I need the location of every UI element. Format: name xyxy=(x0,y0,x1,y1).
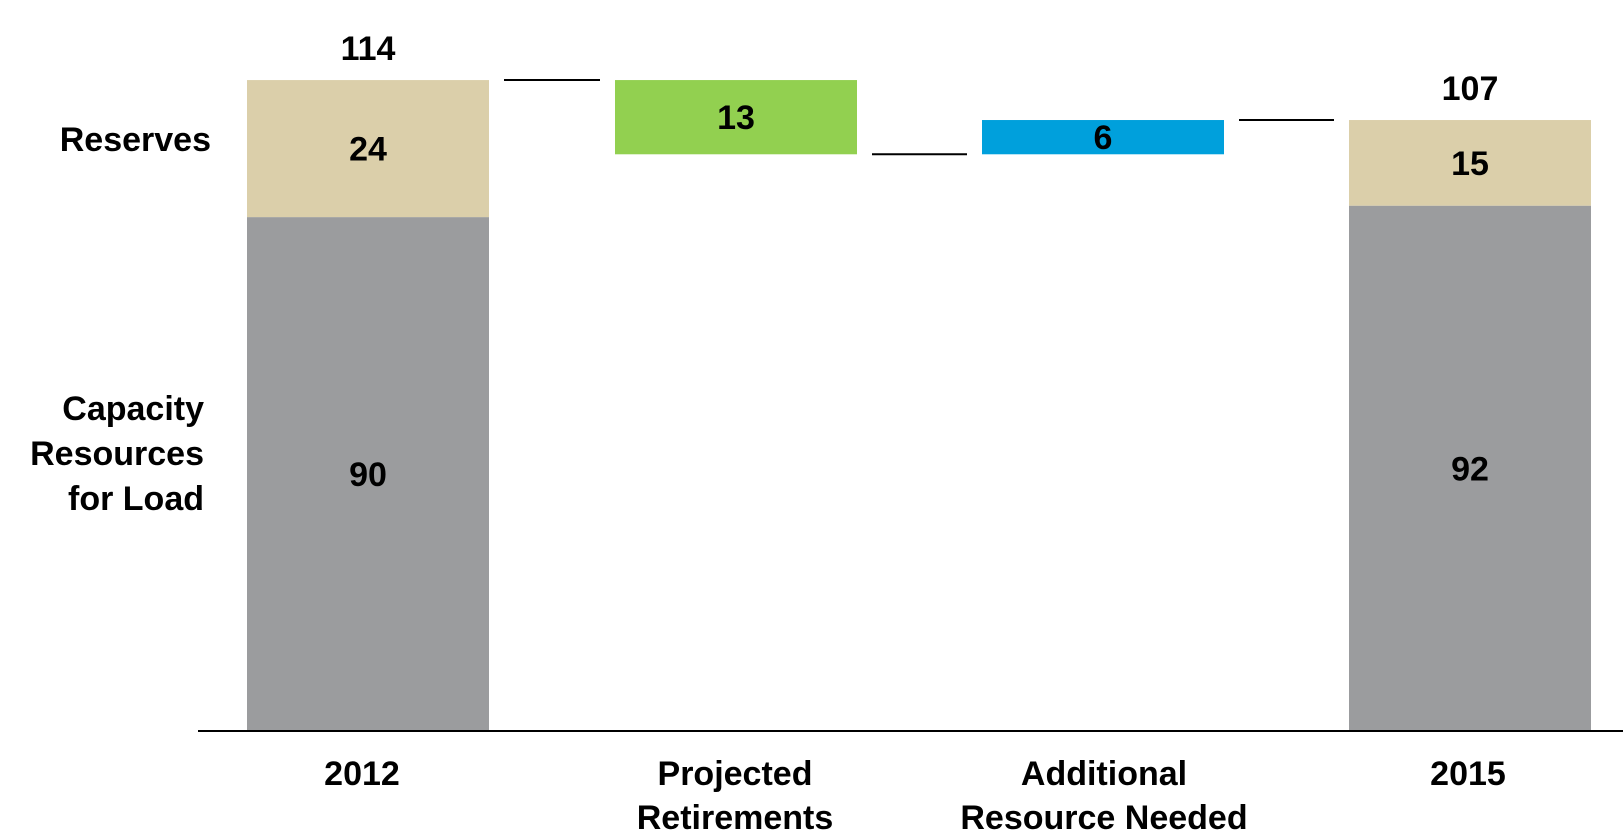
data-label-projected-retirements: 13 xyxy=(717,99,755,137)
row-label-capacity-line-2: Resources xyxy=(30,435,204,473)
total-label-2015: 107 xyxy=(1442,70,1499,108)
bar-2015-reserves xyxy=(1349,120,1591,206)
category-label-2015: 2015 xyxy=(1430,755,1506,793)
labels-layer: 90 24 114 13 6 92 15 107 xyxy=(341,30,1499,494)
bar-2012-capacity-resources-for-load xyxy=(247,217,489,732)
data-label-2012-capacity-resources-for-load: 90 xyxy=(349,456,387,494)
category-label-additional-resource-needed: Additional Resource Needed xyxy=(960,755,1247,836)
category-label-2012: 2012 xyxy=(324,755,400,793)
bar-2015-capacity-resources-for-load xyxy=(1349,205,1591,731)
row-label-reserves: Reserves xyxy=(60,121,211,159)
category-label-projected-retirements: Projected Retirements xyxy=(637,755,834,836)
bar-additional-resource-needed xyxy=(982,120,1224,155)
bar-projected-retirements xyxy=(615,80,857,155)
category-labels: 2012 Projected Retirements Additional Resour… xyxy=(324,755,1506,836)
data-label-2015-capacity-resources-for-load: 92 xyxy=(1451,450,1489,488)
row-label-capacity-line-3: for Load xyxy=(68,480,204,518)
data-label-additional-resource-needed: 6 xyxy=(1094,119,1113,157)
bar-2012-reserves xyxy=(247,80,489,218)
bars-layer xyxy=(247,80,1591,732)
total-label-2012: 114 xyxy=(341,30,396,68)
row-labels: Reserves Capacity Resources for Load xyxy=(30,121,211,518)
data-label-2012-reserves: 24 xyxy=(349,131,387,169)
connectors-layer xyxy=(504,79,1334,156)
data-label-2015-reserves: 15 xyxy=(1451,145,1489,183)
row-label-capacity-line-1: Capacity xyxy=(62,390,204,428)
